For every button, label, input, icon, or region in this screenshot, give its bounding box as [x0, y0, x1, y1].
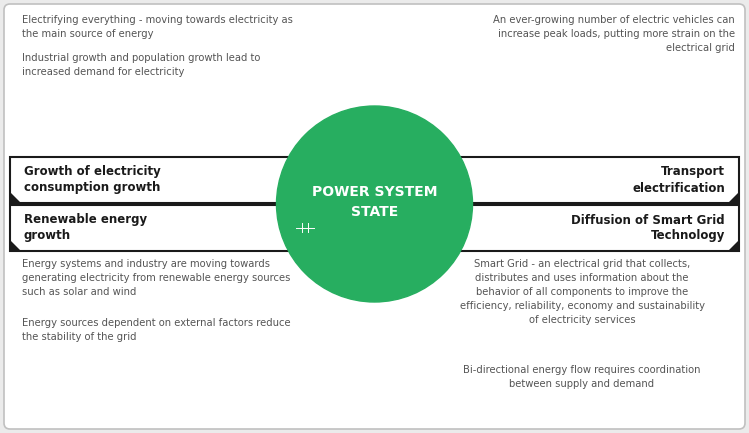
Polygon shape [451, 232, 455, 236]
Text: Industrial growth and population growth lead to
increased demand for electricity: Industrial growth and population growth … [22, 53, 261, 77]
Polygon shape [10, 193, 20, 203]
Polygon shape [437, 226, 440, 230]
Text: POWER SYSTEM: POWER SYSTEM [312, 185, 437, 199]
Polygon shape [729, 241, 739, 251]
Polygon shape [10, 241, 20, 251]
Text: An ever-growing number of electric vehicles can
increase peak loads, putting mor: An ever-growing number of electric vehic… [494, 15, 735, 53]
FancyBboxPatch shape [420, 157, 739, 203]
Text: Bi-directional energy flow requires coordination
between supply and demand: Bi-directional energy flow requires coor… [463, 365, 701, 389]
Polygon shape [420, 193, 430, 203]
Text: Energy systems and industry are moving towards
generating electricity from renew: Energy systems and industry are moving t… [22, 259, 291, 297]
Text: STATE: STATE [351, 205, 398, 219]
FancyBboxPatch shape [295, 222, 315, 233]
Polygon shape [301, 174, 309, 186]
Polygon shape [453, 226, 458, 230]
FancyBboxPatch shape [420, 205, 739, 251]
Polygon shape [451, 220, 455, 224]
FancyBboxPatch shape [10, 205, 330, 251]
Polygon shape [445, 234, 449, 239]
Polygon shape [420, 241, 430, 251]
Text: Energy sources dependent on external factors reduce
the stability of the grid: Energy sources dependent on external fac… [22, 318, 291, 342]
Text: Growth of electricity
consumption growth: Growth of electricity consumption growth [24, 165, 161, 194]
FancyBboxPatch shape [10, 157, 330, 203]
Text: Electrifying everything - moving towards electricity as
the main source of energ: Electrifying everything - moving towards… [22, 15, 293, 39]
Text: Smart Grid - an electrical grid that collects,
distributes and uses information : Smart Grid - an electrical grid that col… [459, 259, 705, 325]
Text: Diffusion of Smart Grid
Technology: Diffusion of Smart Grid Technology [571, 213, 725, 242]
Polygon shape [729, 193, 739, 203]
Polygon shape [439, 220, 443, 224]
Text: Transport
electrification: Transport electrification [632, 165, 725, 194]
Circle shape [276, 106, 473, 302]
Polygon shape [320, 241, 330, 251]
Polygon shape [445, 217, 449, 222]
Polygon shape [439, 232, 443, 236]
Text: Renewable energy
growth: Renewable energy growth [24, 213, 147, 242]
Polygon shape [320, 193, 330, 203]
FancyBboxPatch shape [4, 4, 745, 429]
